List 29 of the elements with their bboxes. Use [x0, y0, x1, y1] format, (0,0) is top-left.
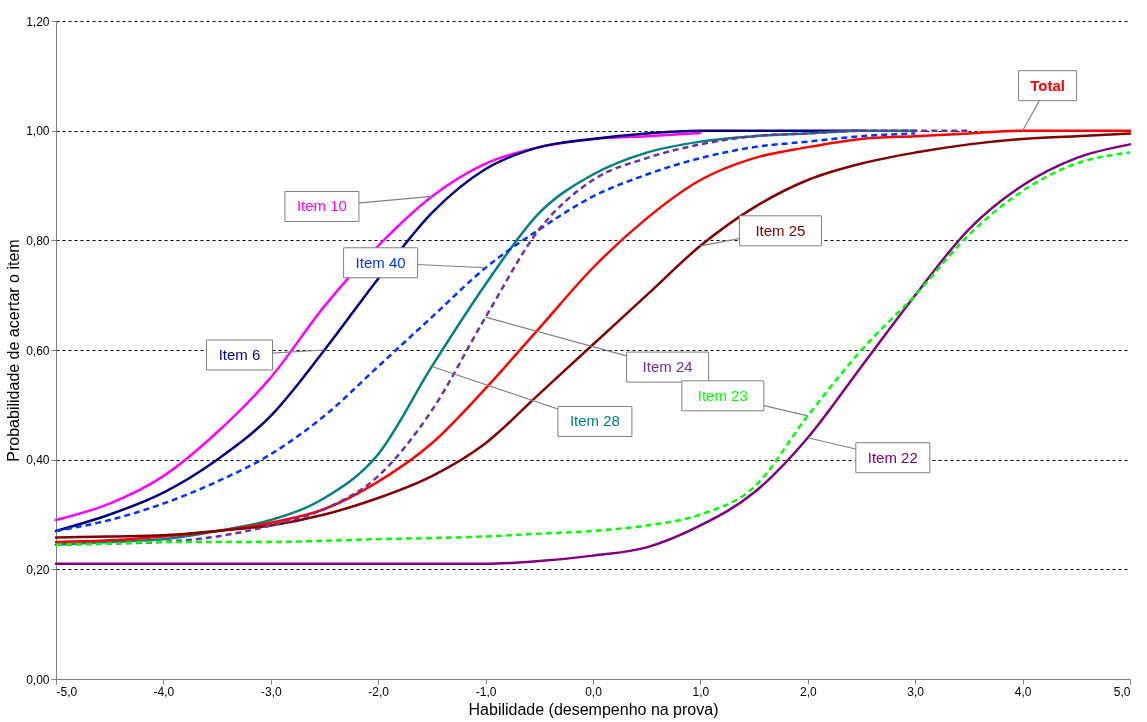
x-tick-label: 4,0	[1014, 684, 1032, 699]
x-tick-label: -4,0	[153, 684, 175, 699]
x-tick-label: 1,0	[692, 684, 710, 699]
x-tick-label: -2,0	[368, 684, 390, 699]
y-tick-label: 1,00	[26, 124, 50, 139]
x-tick-label: 2,0	[799, 684, 817, 699]
x-tick-label: -5,0	[56, 684, 78, 699]
x-tick-label: -3,0	[260, 684, 282, 699]
x-tick-label: 3,0	[907, 684, 925, 699]
x-tick-label: -1,0	[475, 684, 497, 699]
text: Item 22	[867, 448, 918, 466]
x-tick-label: 0,0	[585, 684, 603, 699]
y-tick-label: 0,40	[26, 453, 50, 468]
x-axis-title: Habilidade (desempenho na prova)	[468, 700, 719, 718]
text: Item 10	[296, 197, 347, 215]
y-tick-label: 0,60	[26, 343, 50, 358]
text: Item 40	[355, 253, 406, 271]
text: Item 24	[642, 358, 693, 376]
text: Item 23	[697, 386, 748, 404]
y-tick-label: 0,00	[26, 672, 50, 687]
y-axis-title: Probabilidade de acertar o item	[5, 239, 23, 462]
series-label: Item 25	[755, 221, 806, 239]
text: Item 28	[569, 412, 620, 430]
text: Item 6	[218, 346, 261, 363]
text: Total	[1030, 76, 1065, 94]
y-tick-label: 0,20	[26, 562, 50, 577]
y-tick-label: 0,80	[26, 233, 50, 248]
y-tick-label: 1,20	[26, 14, 50, 29]
x-tick-label: 5,0	[1113, 684, 1131, 699]
